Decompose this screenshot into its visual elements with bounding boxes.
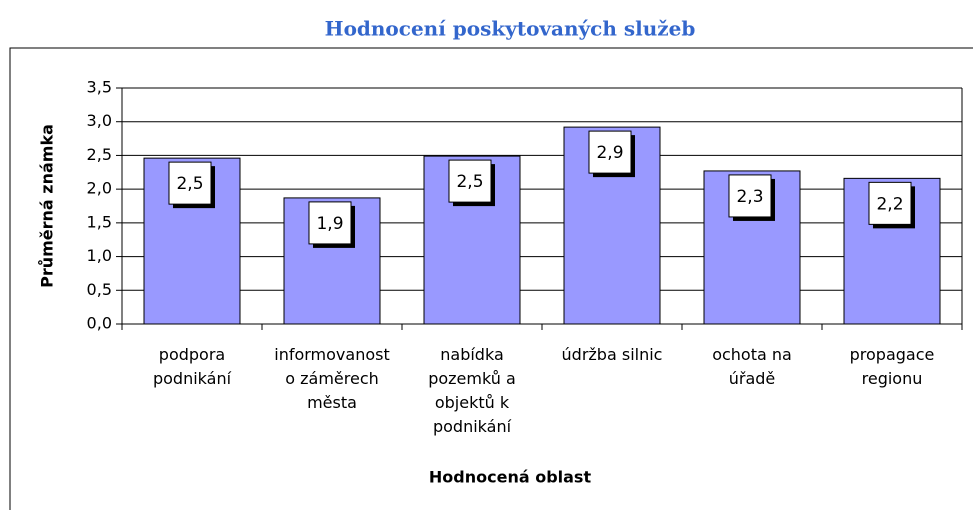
data-label: 2,5	[456, 172, 483, 192]
y-tick-label: 1,5	[87, 212, 112, 231]
data-label: 1,9	[316, 214, 343, 234]
label-box	[168, 161, 212, 205]
y-tick-label: 2,5	[87, 145, 112, 164]
y-tick-label: 3,0	[87, 111, 112, 130]
x-tick-label: informovanost o záměrech města	[274, 345, 390, 412]
x-tick-label: údržba silnic	[561, 345, 663, 364]
y-tick-label: 0,5	[87, 280, 112, 299]
data-label: 2,5	[176, 174, 203, 194]
y-tick-label: 3,5	[87, 78, 112, 97]
label-box	[728, 174, 772, 218]
x-axis-label: Hodnocená oblast	[429, 468, 592, 487]
y-axis-label: Průměrná známka	[38, 124, 57, 288]
x-tick-label: ochota na úřadě	[712, 345, 792, 388]
data-label: 2,9	[596, 143, 623, 163]
label-box	[448, 159, 492, 203]
chart-frame	[9, 47, 973, 510]
x-tick-label: nabídka pozemků a objektů k podnikání	[428, 345, 516, 436]
y-tick-label: 1,0	[87, 246, 112, 265]
data-label: 2,2	[876, 194, 903, 214]
y-tick-label: 2,0	[87, 179, 112, 198]
label-box	[588, 130, 632, 174]
label-box	[308, 201, 352, 245]
x-tick-label: podpora podnikání	[152, 345, 232, 388]
y-tick-label: 0,0	[87, 314, 112, 333]
x-tick-label: propagace regionu	[849, 345, 935, 388]
chart-title: Hodnocení poskytovaných služeb	[325, 17, 696, 41]
label-box	[868, 181, 912, 225]
data-label: 2,3	[736, 187, 763, 207]
